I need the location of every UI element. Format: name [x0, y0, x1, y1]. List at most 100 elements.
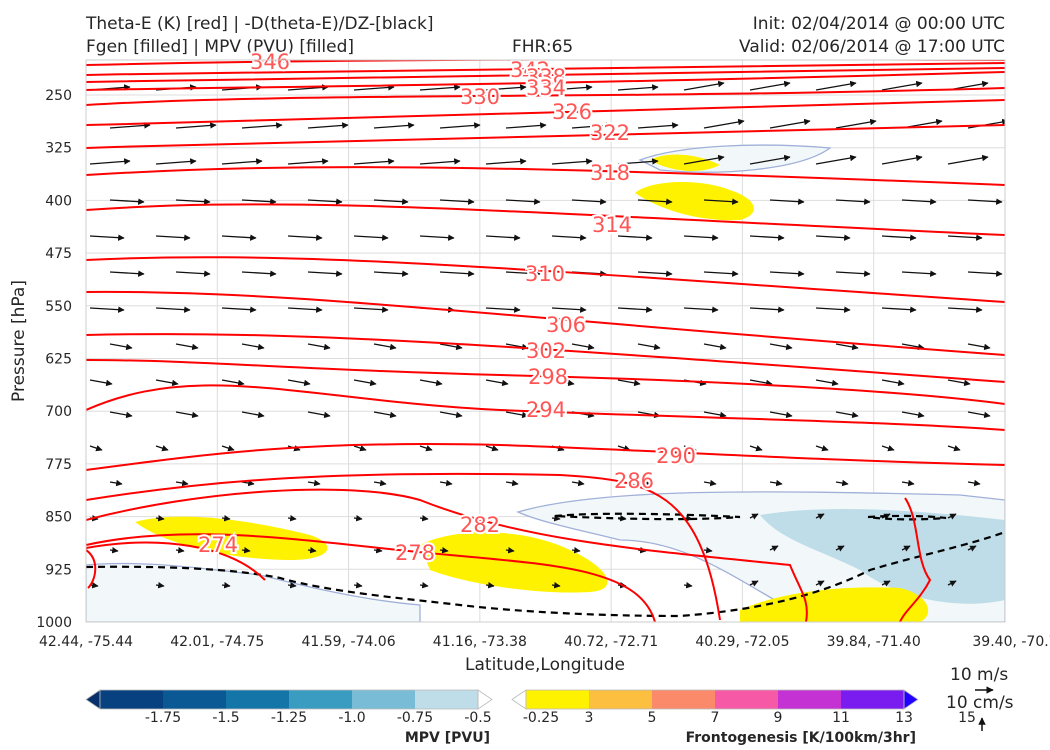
- wind-vector: [967, 411, 991, 419]
- wind-vector: [89, 158, 131, 165]
- wind-vector: [307, 547, 317, 554]
- theta-e-contour-label: 286: [614, 469, 654, 493]
- wind-vector: [89, 379, 113, 387]
- wind-vector: [175, 547, 185, 554]
- theta-e-contour-label: 334: [526, 76, 566, 100]
- fgen-colorbar-segment: [778, 690, 842, 709]
- wind-vector: [815, 306, 851, 313]
- wind-vector: [221, 515, 231, 522]
- plot-frame: [85, 59, 1006, 623]
- wind-vector: [89, 445, 103, 452]
- wind-vector: [175, 479, 189, 487]
- mpv-colorbar-segment: [100, 690, 164, 709]
- fgen-colorbar-tick-label: 15: [958, 710, 976, 726]
- fgen-fill-region: [740, 587, 929, 622]
- mpv-colorbar-tick-label: -0.5: [464, 710, 491, 726]
- wind-vector: [221, 234, 257, 241]
- fgen-colorbar-segment: [652, 690, 716, 709]
- wind-vector: [439, 270, 475, 277]
- wind-vector: [815, 234, 851, 241]
- wind-vector: [749, 379, 773, 387]
- wind-vector: [967, 479, 981, 487]
- wind-vector: [901, 198, 937, 205]
- x-tick-label: 40.29, -72.05: [695, 634, 789, 650]
- fgen-colorbar-segment: [589, 690, 653, 709]
- x-tick-label: 42.01, -74.75: [170, 634, 264, 650]
- wind-vector: [551, 515, 561, 522]
- fgen-colorbar-extend-high: [903, 689, 919, 710]
- wind-vector: [901, 411, 925, 419]
- mpv-colorbar-tick-label: -1.5: [212, 710, 239, 726]
- wind-key: 10 m/s 10 cm/s: [946, 665, 1014, 731]
- wind-vector: [109, 547, 119, 554]
- theta-e-contours: [86, 60, 1005, 622]
- theta-e-contour-line: [86, 67, 1005, 83]
- wind-vector: [769, 270, 805, 277]
- y-tick-label: 925: [45, 562, 72, 578]
- wind-vector: [221, 158, 263, 165]
- wind-vector: [241, 343, 265, 351]
- wind-vector: [749, 580, 759, 587]
- wind-vector: [703, 479, 717, 487]
- wind-vector: [637, 547, 647, 554]
- theta-e-contour-line: [899, 497, 932, 622]
- ddz-contour-line: [554, 512, 741, 521]
- wind-vector: [749, 306, 785, 313]
- wind-vector: [835, 343, 859, 351]
- wind-vector: [419, 445, 433, 452]
- mpv-colorbar-tick-label: -1.75: [145, 710, 181, 726]
- wind-vector: [947, 306, 983, 313]
- mpv-colorbar-tick-label: -0.25: [523, 710, 559, 726]
- mpv-colorbar-segment: [415, 690, 479, 709]
- theta-e-contour-line: [86, 124, 1005, 149]
- theta-e-contour-line: [86, 99, 1005, 126]
- wind-vector: [175, 411, 199, 419]
- x-tick-label: 41.59, -74.06: [302, 634, 396, 650]
- wind-vector: [505, 479, 519, 487]
- fgen-colorbar-tick-label: 3: [585, 710, 594, 726]
- wind-vector: [815, 445, 829, 452]
- wind-vector: [221, 582, 231, 589]
- wind-vector: [815, 154, 857, 165]
- wind-vector: [373, 411, 397, 419]
- wind-vector: [703, 547, 713, 554]
- ddz-contour-line: [867, 514, 947, 521]
- mpv-colorbar-extend-low: [85, 689, 101, 710]
- filled-contours: [86, 144, 1005, 622]
- fgen-colorbar-tick-label: 13: [895, 710, 913, 726]
- wind-vector: [439, 198, 475, 205]
- wind-vector: [175, 198, 211, 205]
- mpv-colorbar-extend-high: [477, 689, 493, 710]
- wind-vector: [419, 158, 461, 165]
- fgen-colorbar-tick-label: 9: [774, 710, 783, 726]
- theta-e-contour-label: 338: [526, 65, 566, 89]
- theta-e-contour-line: [86, 166, 1005, 186]
- wind-vector: [485, 84, 527, 91]
- wind-vector: [769, 479, 783, 487]
- theta-e-contour-line: [86, 60, 1005, 66]
- wind-vector: [287, 234, 323, 241]
- wind-vector: [155, 515, 165, 522]
- wind-vector: [221, 379, 245, 387]
- theta-e-contour-label: 298: [528, 365, 568, 389]
- wind-vector: [571, 547, 581, 554]
- wind-vector: [353, 306, 389, 313]
- mpv-colorbar-segment: [163, 690, 227, 709]
- y-tick-label: 475: [45, 246, 72, 262]
- wind-vector: [419, 379, 443, 387]
- wind-vector: [571, 343, 595, 351]
- theta-e-contour-label: 294: [526, 398, 566, 422]
- y-tick-label: 850: [45, 510, 72, 526]
- theta-e-contour-line: [86, 472, 721, 621]
- wind-vector: [749, 513, 759, 520]
- y-tick-label: 550: [45, 299, 72, 315]
- wind-vector: [683, 234, 719, 241]
- wind-vector: [505, 198, 541, 205]
- wind-vector: [505, 411, 529, 419]
- wind-vector: [155, 306, 191, 313]
- wind-vector: [505, 270, 541, 277]
- wind-vector: [353, 84, 395, 91]
- forecast-hour: FHR:65: [512, 37, 574, 57]
- theta-e-contour-label: 274: [198, 533, 238, 557]
